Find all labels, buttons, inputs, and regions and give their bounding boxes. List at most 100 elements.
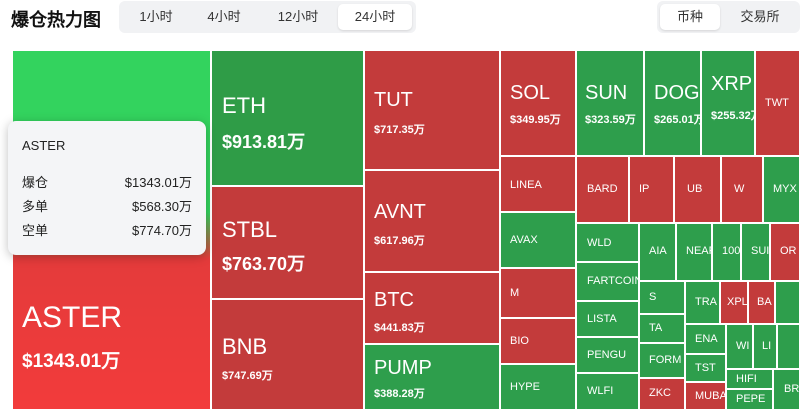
tile-name: ASTER [22,301,123,334]
tile-ta[interactable]: TA [639,314,685,343]
tile-ip[interactable]: IP [629,156,674,223]
tile-name: M [510,287,520,299]
tile-form[interactable]: FORM [639,343,685,378]
tile-li[interactable]: LI [753,324,777,369]
tab-24h[interactable]: 24小时 [338,4,412,30]
tile-twt[interactable]: TWT [755,50,800,156]
tile-fartcoin[interactable]: FARTCOIN [576,262,639,301]
tile-name: SUN [585,82,628,104]
tile-name: PENGU [587,349,627,361]
tile-name: BNB [222,334,268,359]
tile-wlfi[interactable]: WLFI [576,373,639,410]
tile-name: TST [695,362,716,374]
tile-name: LISTA [587,313,617,325]
tile-ena[interactable]: ENA [685,324,726,354]
tile-name: XRP [711,73,753,95]
tile-btc[interactable]: BTC $441.83万 [364,272,500,344]
tile-hype[interactable]: HYPE [500,364,576,410]
tile-stbl[interactable]: STBL $763.70万 [211,186,364,299]
tile-bard[interactable]: BARD [576,156,629,223]
tile-name: BR [784,383,800,395]
tile-sun[interactable]: SUN $323.59万 [576,50,644,156]
tile-bnb[interactable]: BNB $747.69万 [211,299,364,410]
tile-name: TUT [374,89,413,111]
tile-aia[interactable]: AIA [639,223,676,281]
tile-name: S [649,291,657,303]
tile-name: HYPE [510,381,540,393]
tooltip-title: ASTER [22,138,66,153]
tile-muba[interactable]: MUBA [685,382,726,410]
tile-name: W [734,183,745,195]
tile-zkc[interactable]: ZKC [639,378,685,410]
tab-exchange[interactable]: 交易所 [740,9,780,24]
tile-name: WI [736,340,750,352]
tab-1h[interactable]: 1小时 [139,9,173,24]
tooltip-label: 爆仓 [22,175,49,190]
tile-wld[interactable]: WLD [576,223,639,262]
tile-value: $323.59万 [585,114,636,126]
tile-ub[interactable]: UB [674,156,721,223]
tile-br[interactable]: BR [773,369,800,410]
tile-pump[interactable]: PUMP $388.28万 [364,344,500,410]
tile-wi[interactable]: WI [726,324,753,369]
tile-tut[interactable]: TUT $717.35万 [364,50,500,170]
tab-12h[interactable]: 12小时 [277,9,319,24]
tooltip-value: $774.70万 [132,223,192,238]
tooltip-label: 空单 [22,223,49,238]
tile-misc-1[interactable] [775,281,800,324]
tile-value: $617.96万 [374,235,425,247]
tile-name: AVNT [374,201,426,223]
tile-tst[interactable]: TST [685,354,726,382]
tile-near[interactable]: NEAR [676,223,712,281]
tile-name: NEAR [686,245,711,257]
tile-avnt[interactable]: AVNT $617.96万 [364,170,500,272]
tile-name: TRA [695,296,717,308]
tooltip-label: 多单 [22,199,49,214]
tile-name: BTC [374,289,414,311]
tile-name: FORM [649,354,682,366]
tile-tra[interactable]: TRA [685,281,720,324]
tile-s[interactable]: S [639,281,685,314]
tile-name: PUMP [374,357,432,379]
tile-lista[interactable]: LISTA [576,301,639,337]
tile-name: MYX [773,183,797,195]
tile-xpl[interactable]: XPL [720,281,748,324]
tile-linea[interactable]: LINEA [500,156,576,212]
tile-w[interactable]: W [721,156,763,223]
tab-4h[interactable]: 4小时 [207,9,241,24]
tile-100[interactable]: 100 [712,223,741,281]
tile-value: $265.01万 [654,114,701,126]
tile-xrp[interactable]: XRP $255.32万 [701,50,755,156]
tile-or[interactable]: OR [770,223,800,281]
tile-name: LI [762,340,772,352]
tab-coin[interactable]: 币种 [660,4,720,30]
tile-value: $1343.01万 [22,351,121,372]
tile-value: $717.35万 [374,124,425,136]
tooltip-value: $1343.01万 [124,175,192,190]
tile-eth[interactable]: ETH $913.81万 [211,50,364,186]
page-title: 爆仓热力图 [11,10,101,30]
tile-value: $349.95万 [510,114,561,126]
tile-bio[interactable]: BIO [500,318,576,364]
tile-name: BARD [587,183,618,195]
tile-m[interactable]: M [500,268,576,318]
tooltip: ASTER 爆仓 $1343.01万 多单 $568.30万 空单 $774.7… [8,121,206,255]
tile-pengu[interactable]: PENGU [576,337,639,373]
tile-hifi[interactable]: HIFI [726,369,773,389]
tile-sui[interactable]: SUI [741,223,770,281]
tile-name: 100 [722,245,741,257]
tile-doge[interactable]: DOGE $265.01万 [644,50,701,156]
tile-ba[interactable]: BA [748,281,775,324]
tooltip-value: $568.30万 [132,199,192,214]
tile-name: ETH [222,93,266,118]
tile-misc-2[interactable] [777,324,800,369]
tile-name: XPL [727,296,748,308]
tile-sol[interactable]: SOL $349.95万 [500,50,576,156]
tile-name: HIFI [736,373,757,385]
tile-avax[interactable]: AVAX [500,212,576,268]
group-by-segment: 币种 交易所 [657,1,800,33]
tile-value: $388.28万 [374,388,425,400]
tile-value: $747.69万 [222,370,273,382]
tile-pepe[interactable]: PEPE [726,389,773,410]
tile-myx[interactable]: MYX [763,156,800,223]
